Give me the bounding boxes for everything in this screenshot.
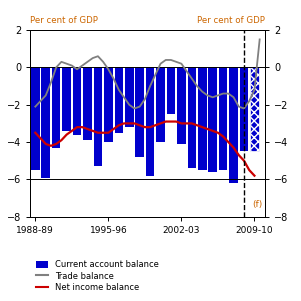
Bar bbox=[208, 67, 217, 172]
Bar bbox=[198, 67, 206, 170]
Text: Per cent of GDP: Per cent of GDP bbox=[197, 15, 265, 24]
Bar bbox=[219, 67, 228, 170]
Bar bbox=[83, 67, 92, 140]
Bar bbox=[94, 67, 102, 166]
Bar bbox=[73, 67, 81, 135]
Bar bbox=[188, 67, 196, 168]
Bar bbox=[42, 67, 50, 178]
Bar bbox=[229, 67, 238, 183]
Bar bbox=[156, 67, 165, 142]
Bar bbox=[52, 67, 61, 148]
Bar bbox=[146, 67, 154, 176]
Bar bbox=[125, 67, 134, 127]
Text: Per cent of GDP: Per cent of GDP bbox=[30, 15, 98, 24]
Bar bbox=[114, 67, 123, 133]
Bar bbox=[250, 67, 259, 151]
Text: (f): (f) bbox=[253, 200, 263, 209]
Bar bbox=[104, 67, 113, 142]
Bar bbox=[31, 67, 40, 170]
Bar bbox=[62, 67, 71, 131]
Bar bbox=[177, 67, 186, 144]
Bar bbox=[135, 67, 144, 157]
Bar bbox=[240, 67, 248, 151]
Bar bbox=[167, 67, 175, 114]
Legend: Current account balance, Trade balance, Net income balance: Current account balance, Trade balance, … bbox=[34, 259, 161, 294]
